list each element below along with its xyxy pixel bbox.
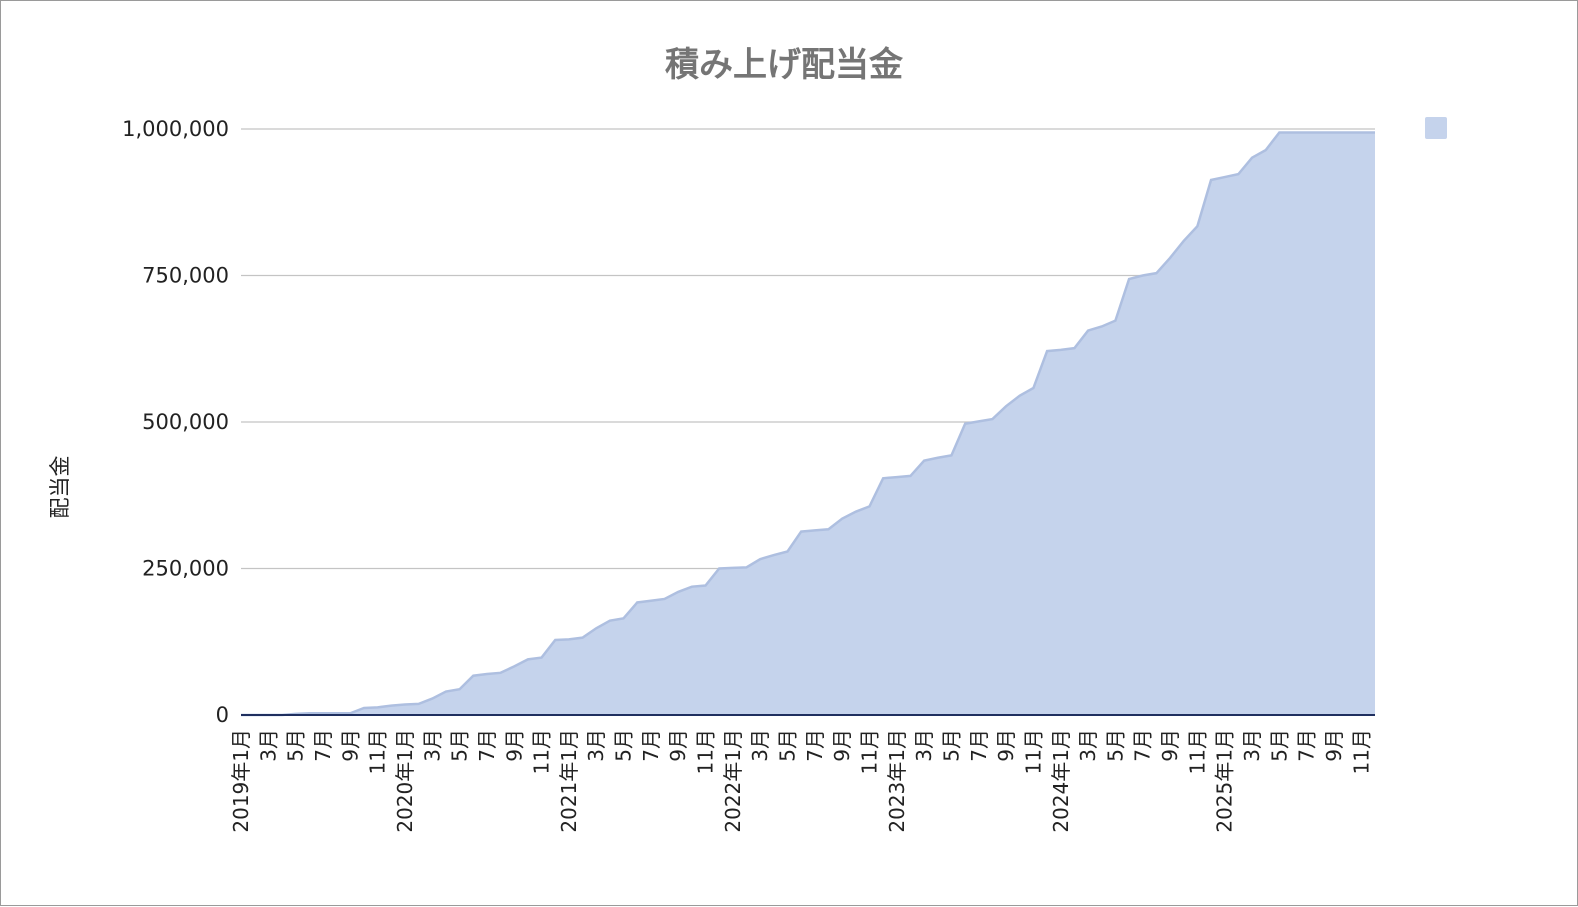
x-tick-label: 3月 (912, 729, 936, 762)
x-tick-label: 11月 (1021, 729, 1045, 774)
x-tick-label: 2023年1月 (885, 729, 909, 833)
x-tick-label: 3月 (256, 729, 280, 762)
x-tick-label: 3月 (584, 729, 608, 762)
x-tick-label: 7月 (639, 729, 663, 762)
x-tick-label: 9月 (830, 729, 854, 762)
x-tick-label: 2021年1月 (557, 729, 581, 833)
x-tick-label: 11月 (694, 729, 718, 774)
x-tick-label: 9月 (1158, 729, 1182, 762)
y-tick-label: 500,000 (142, 410, 229, 434)
x-tick-label: 11月 (857, 729, 881, 774)
x-tick-label: 2025年1月 (1213, 729, 1237, 833)
y-tick-label: 0 (216, 703, 229, 727)
x-tick-label: 3月 (748, 729, 772, 762)
x-tick-label: 11月 (1185, 729, 1209, 774)
x-tick-label: 7月 (967, 729, 991, 762)
y-axis-label: 配当金 (48, 456, 72, 519)
x-tick-label: 7月 (311, 729, 335, 762)
x-tick-label: 5月 (939, 729, 963, 762)
x-tick-label: 7月 (803, 729, 827, 762)
x-tick-label: 2022年1月 (721, 729, 745, 833)
y-axis-ticks: 0 250,000 500,000 750,000 1,000,000 (122, 117, 229, 727)
y-tick-label: 750,000 (142, 264, 229, 288)
x-tick-label: 11月 (530, 729, 554, 774)
x-tick-label: 5月 (612, 729, 636, 762)
x-tick-label: 9月 (666, 729, 690, 762)
x-tick-label: 3月 (1240, 729, 1264, 762)
x-tick-label: 2020年1月 (393, 729, 417, 833)
x-tick-label: 2019年1月 (229, 729, 253, 833)
y-tick-label: 1,000,000 (122, 117, 229, 141)
x-tick-label: 7月 (1131, 729, 1155, 762)
x-tick-label: 3月 (1076, 729, 1100, 762)
x-tick-label: 9月 (994, 729, 1018, 762)
x-tick-label: 9月 (502, 729, 526, 762)
x-tick-label: 5月 (1267, 729, 1291, 762)
legend-swatch (1425, 117, 1447, 139)
area-series (241, 132, 1375, 715)
x-tick-label: 7月 (475, 729, 499, 762)
x-tick-label: 5月 (1103, 729, 1127, 762)
x-tick-label: 7月 (1295, 729, 1319, 762)
x-tick-label: 11月 (366, 729, 390, 774)
x-tick-label: 9月 (1322, 729, 1346, 762)
x-tick-label: 9月 (338, 729, 362, 762)
x-tick-label: 5月 (448, 729, 472, 762)
x-tick-label: 5月 (284, 729, 308, 762)
x-tick-label: 11月 (1349, 729, 1373, 774)
x-axis-ticks: 2019年1月 3月 5月 7月 9月 11月 2020年1月 3月 5月 7月 9月 11月 2021… (229, 729, 1373, 833)
chart-title: 積み上げ配当金 (665, 45, 904, 85)
y-tick-label: 250,000 (142, 557, 229, 581)
x-tick-label: 3月 (420, 729, 444, 762)
area-series-line (241, 131, 1375, 717)
x-tick-label: 2024年1月 (1049, 729, 1073, 833)
x-tick-label: 5月 (776, 729, 800, 762)
